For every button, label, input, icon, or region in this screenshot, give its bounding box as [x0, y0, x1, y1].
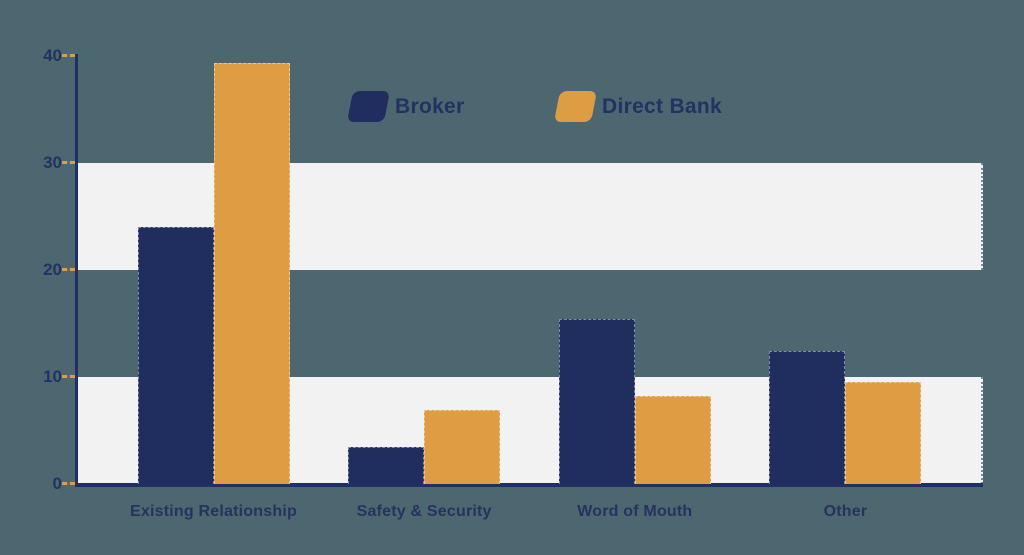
bar-direct-bank-existing-relationship	[213, 62, 290, 484]
bar-broker-safety-security	[348, 446, 425, 484]
y-tick	[62, 54, 75, 58]
bar-broker-word-of-mouth	[558, 319, 635, 484]
bar-broker-existing-relationship	[137, 227, 214, 484]
x-axis-label-safety-security: Safety & Security	[356, 503, 492, 520]
y-axis-line	[75, 54, 78, 487]
y-tick	[62, 161, 75, 165]
bar-direct-bank-other	[845, 382, 922, 484]
y-tick	[62, 268, 75, 272]
x-axis-label-word-of-mouth: Word of Mouth	[577, 503, 693, 520]
legend-label-broker: Broker	[395, 95, 465, 118]
y-tick-label: 30	[43, 153, 62, 173]
y-tick	[62, 375, 75, 379]
bar-direct-bank-word-of-mouth	[634, 396, 711, 484]
y-tick-label: 10	[43, 367, 62, 387]
bar-direct-bank-safety-security	[424, 410, 501, 484]
legend-swatch-direct-bank-icon	[553, 91, 598, 122]
legend-item-broker: Broker	[346, 91, 465, 122]
bar-broker-other	[769, 351, 846, 484]
x-axis-label-other: Other	[823, 503, 868, 520]
y-tick-label: 0	[52, 474, 62, 493]
x-axis-line	[75, 483, 983, 487]
legend-swatch-broker-icon	[346, 91, 391, 122]
y-tick-label: 20	[43, 260, 62, 280]
y-tick	[62, 482, 75, 485]
x-axis-label-existing-relationship: Existing Relationship	[130, 503, 297, 520]
y-tick-label: 40	[43, 46, 62, 66]
legend-item-direct-bank: Direct Bank	[553, 91, 723, 122]
legend-label-direct-bank: Direct Bank	[602, 95, 723, 118]
